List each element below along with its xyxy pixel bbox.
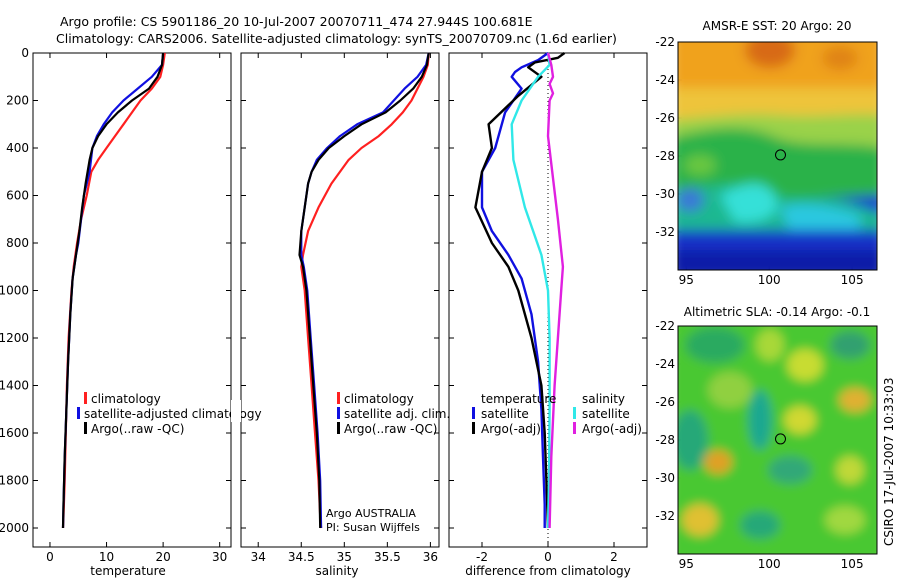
legend-label-satellite: satellite adj. clim.: [344, 407, 450, 421]
legend-swatch-climatology: [337, 392, 340, 404]
series-line-salinity-satellite: [510, 52, 551, 529]
legend-swatch-sal-satellite: [573, 407, 576, 419]
map-y-tick-label: -24: [655, 73, 675, 87]
y-tick-label: 1200: [0, 331, 29, 345]
map-y-tick-label: -30: [655, 471, 675, 485]
sla-map-image: [678, 326, 877, 554]
legend-label-temp-argo: Argo(-adj): [481, 422, 541, 436]
map-x-tick-label: 100: [758, 273, 781, 287]
map-y-tick-label: -32: [655, 225, 675, 239]
y-tick-label: 0: [21, 46, 29, 60]
y-tick-label: 800: [6, 236, 29, 250]
x-tick-label: -2: [476, 550, 488, 564]
map-y-tick-label: -28: [655, 149, 675, 163]
salinity-xlabel: salinity: [315, 564, 358, 578]
legend-label-sal-satellite: satellite: [582, 407, 630, 421]
temperature-xlabel: temperature: [90, 564, 165, 578]
map-x-tick-label: 95: [679, 557, 694, 571]
sst-map-title: AMSR-E SST: 20 Argo: 20: [703, 19, 852, 33]
y-tick-label: 200: [6, 94, 29, 108]
legend-swatch-temp-argo: [472, 422, 475, 434]
y-tick-label: 1600: [0, 426, 29, 440]
salinity-legend: climatology satellite adj. clim. Argo(..…: [337, 392, 450, 436]
sla-map-title: Altimetric SLA: -0.14 Argo: -0.1: [684, 305, 871, 319]
x-tick-label: 0: [46, 550, 54, 564]
temperature-legend: climatology satellite-adjusted climatolo…: [77, 392, 262, 436]
axis-ticks: 0 10 20 30020040060080010001200140016001800…: [0, 35, 864, 571]
legend-label-climatology: climatology: [344, 392, 414, 406]
map-y-tick-label: -24: [655, 357, 675, 371]
temperature-panel-frame: [32, 52, 232, 548]
map-y-tick-label: -32: [655, 509, 675, 523]
difference-legend: temperature salinity satellite Argo(-adj…: [472, 392, 642, 436]
series-line-temperature-satellite: [480, 52, 549, 528]
legend-swatch-argo: [337, 422, 340, 434]
salinity-panel-frame: [240, 52, 440, 548]
legend-swatch-climatology: [84, 392, 87, 404]
figure-title-line1: Argo profile: CS 5901186_20 10-Jul-2007 …: [60, 14, 533, 29]
y-tick-label: 1800: [0, 474, 29, 488]
series-line-temperature-argo-adj-: [474, 52, 566, 529]
series-line-salinity-argo-adj-: [546, 52, 565, 529]
map-y-tick-label: -28: [655, 433, 675, 447]
legend-label-argo: Argo(..raw -QC): [344, 422, 437, 436]
footer-credit: CSIRO 17-Jul-2007 10:33:03: [882, 378, 896, 546]
series-line-argo-raw-qc-: [61, 52, 165, 529]
y-tick-label: 1400: [0, 379, 29, 393]
panel-gap-cover: [231, 400, 241, 422]
x-tick-label: 2: [610, 550, 618, 564]
argo-program-label: Argo AUSTRALIA: [326, 507, 416, 520]
y-tick-label: 600: [6, 189, 29, 203]
y-tick-label: 400: [6, 141, 29, 155]
map-x-tick-label: 105: [841, 273, 864, 287]
y-tick-label: 2000: [0, 521, 29, 535]
map-x-tick-label: 105: [841, 557, 864, 571]
map-y-tick-label: -26: [655, 111, 675, 125]
x-tick-label: 34: [251, 550, 266, 564]
map-y-tick-label: -22: [655, 319, 675, 333]
sst-map-image: [678, 42, 877, 270]
sst-argo-position-marker: [775, 149, 787, 161]
legend-swatch-argo: [84, 422, 87, 434]
legend-header-salinity: salinity: [582, 392, 625, 406]
legend-label-temp-satellite: satellite: [481, 407, 529, 421]
legend-label-climatology: climatology: [91, 392, 161, 406]
sla-map-frame: [677, 325, 878, 555]
legend-label-satellite: satellite-adjusted climatology: [84, 407, 262, 421]
x-tick-label: 36: [423, 550, 438, 564]
difference-xlabel: difference from climatology: [465, 564, 631, 578]
x-tick-label: 35.5: [374, 550, 401, 564]
map-y-tick-label: -22: [655, 35, 675, 49]
legend-swatch-sal-argo: [573, 422, 576, 434]
legend-swatch-satellite: [337, 407, 340, 419]
map-y-tick-label: -30: [655, 187, 675, 201]
pi-label: PI: Susan Wijffels: [326, 521, 420, 534]
profile-lines: [61, 52, 566, 529]
legend-swatch-temp-satellite: [472, 407, 475, 419]
x-tick-label: 10: [99, 550, 114, 564]
map-x-tick-label: 95: [679, 273, 694, 287]
map-y-tick-label: -26: [655, 395, 675, 409]
legend-header-temperature: temperature: [481, 392, 556, 406]
x-tick-label: 30: [212, 550, 227, 564]
sst-map-frame: [677, 41, 878, 271]
x-tick-label: 34.5: [288, 550, 315, 564]
legend-swatch-satellite: [77, 407, 80, 419]
legend-label-argo: Argo(..raw -QC): [91, 422, 184, 436]
x-tick-label: 20: [155, 550, 170, 564]
x-tick-label: 0: [544, 550, 552, 564]
y-tick-label: 1000: [0, 284, 29, 298]
sla-argo-position-marker: [775, 433, 787, 445]
series-line-argo-raw-qc-: [298, 52, 430, 529]
x-tick-label: 35: [337, 550, 352, 564]
map-x-tick-label: 100: [758, 557, 781, 571]
figure-title-line2: Climatology: CARS2006. Satellite-adjuste…: [56, 31, 617, 46]
legend-label-sal-argo: Argo(-adj): [582, 422, 642, 436]
series-line-climatology: [300, 52, 430, 529]
